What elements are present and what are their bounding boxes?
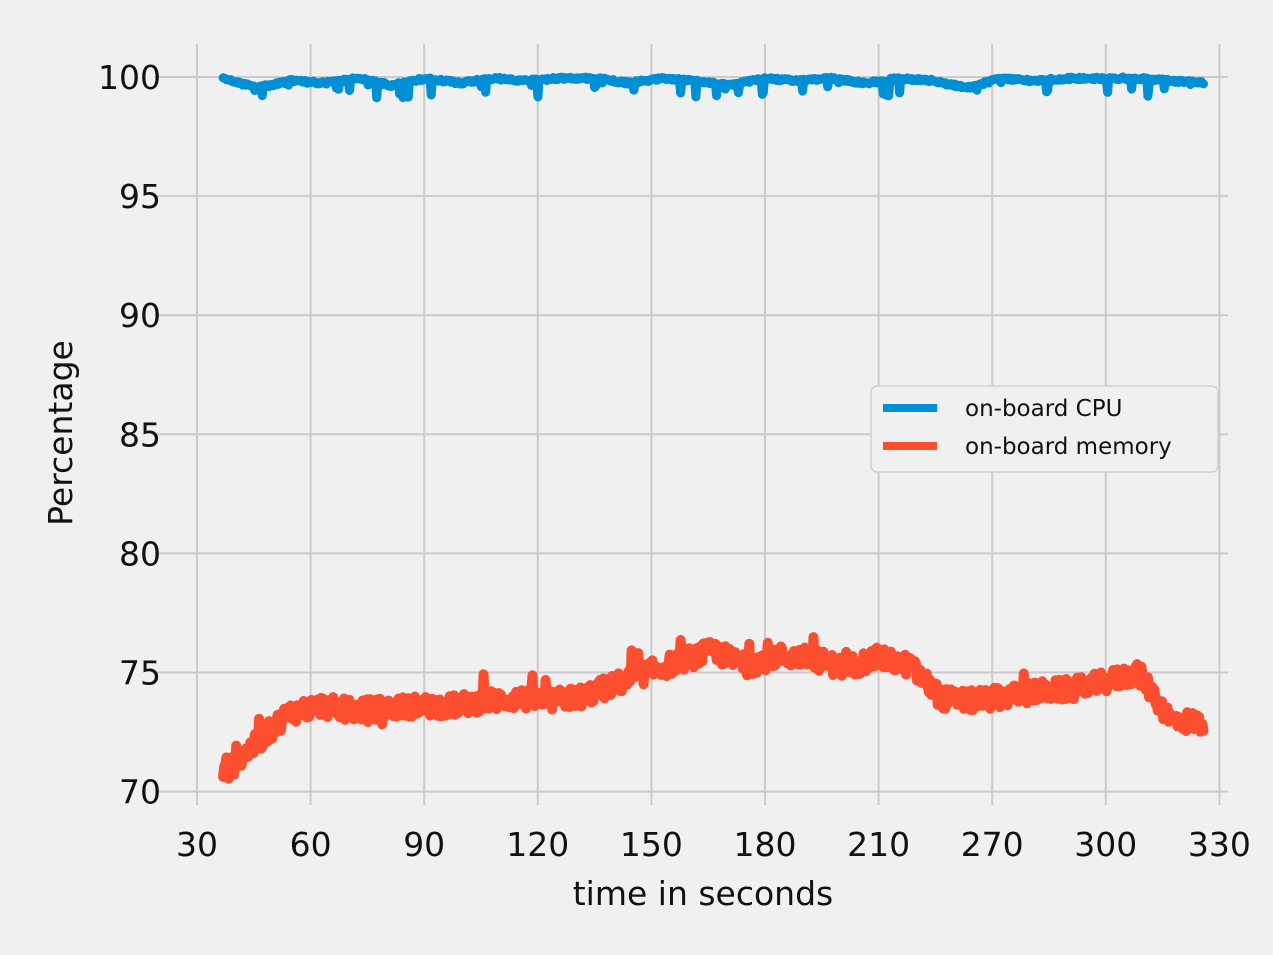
y-tick-label: 75 [119, 654, 161, 693]
x-tick-label: 120 [506, 825, 569, 864]
series-layer [218, 72, 1209, 784]
tick-labels: 30 60 90 120 150 180 210 270 300 330 70 75 80 85 90 95 1… [98, 58, 1251, 864]
x-tick-label: 90 [403, 825, 445, 864]
y-axis-label: Percentage [41, 340, 80, 526]
legend-frame [870, 385, 1219, 473]
y-tick-label: 85 [119, 415, 161, 454]
x-tick-label: 60 [290, 825, 332, 864]
y-tick-label: 70 [119, 773, 161, 812]
legend-label-memory: on-board memory [965, 434, 1172, 460]
x-axis-label: time in seconds [573, 874, 834, 913]
x-tick-label: 180 [734, 825, 797, 864]
legend-label-cpu: on-board CPU [965, 396, 1122, 422]
x-tick-label: 270 [961, 825, 1024, 864]
series-line-memory [218, 632, 1209, 784]
x-tick-label: 30 [176, 825, 218, 864]
legend: on-board CPU on-board memory [870, 385, 1219, 473]
y-tick-label: 80 [119, 534, 161, 573]
y-tick-label: 95 [119, 177, 161, 216]
y-tick-label: 90 [119, 296, 161, 335]
series-line-cpu [218, 72, 1208, 103]
x-tick-label: 150 [620, 825, 683, 864]
x-tick-label: 330 [1188, 825, 1251, 864]
x-tick-label: 210 [847, 825, 910, 864]
x-tick-label: 300 [1074, 825, 1137, 864]
y-tick-label: 100 [98, 58, 161, 97]
